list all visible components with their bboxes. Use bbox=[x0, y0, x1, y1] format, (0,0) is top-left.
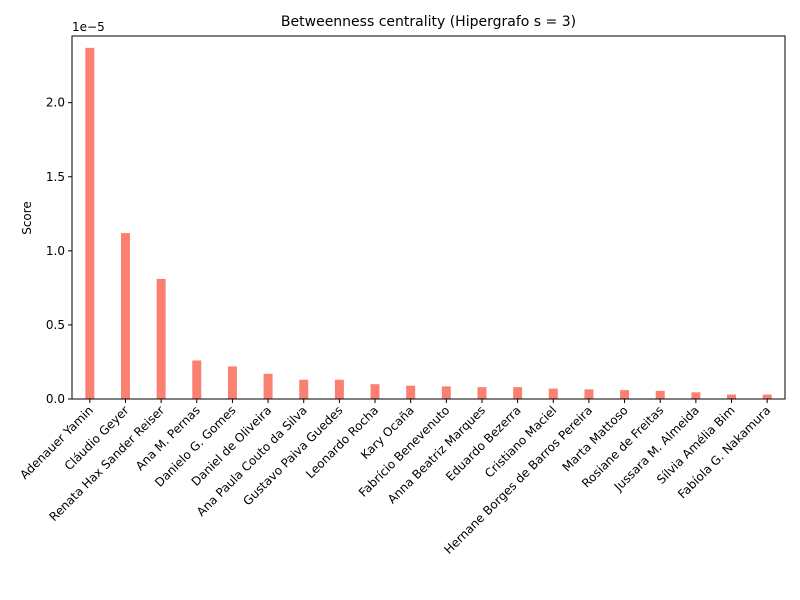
bar bbox=[299, 379, 309, 399]
bar bbox=[477, 387, 487, 399]
bar bbox=[762, 394, 772, 399]
bar bbox=[120, 233, 130, 399]
y-tick-label: 2.0 bbox=[46, 96, 65, 110]
bar bbox=[192, 360, 202, 399]
bar bbox=[655, 390, 665, 399]
bar bbox=[334, 379, 344, 399]
chart-title: Betweenness centrality (Hipergrafo s = 3… bbox=[281, 14, 576, 30]
y-tick-label: 0.5 bbox=[46, 318, 65, 332]
bar bbox=[584, 389, 594, 399]
y-tick-label: 1.5 bbox=[46, 170, 65, 184]
bar bbox=[620, 390, 630, 399]
bar bbox=[691, 392, 701, 399]
bar bbox=[513, 387, 523, 399]
y-axis-label: Score bbox=[20, 201, 34, 235]
y-tick-label: 1.0 bbox=[46, 244, 65, 258]
y-tick-label: 0.0 bbox=[46, 392, 65, 406]
bar bbox=[227, 366, 237, 399]
y-axis-ticks: 0.0 0.5 1.0 1.5 2.0 bbox=[46, 96, 72, 406]
bar bbox=[263, 373, 273, 399]
bar bbox=[156, 278, 166, 399]
bar bbox=[727, 394, 737, 399]
bar bbox=[85, 47, 95, 399]
bars-group bbox=[85, 47, 772, 399]
axis-offset-label: 1e−5 bbox=[72, 20, 105, 34]
plot-area-frame bbox=[71, 35, 786, 400]
bar bbox=[548, 388, 558, 399]
bar bbox=[406, 385, 416, 399]
bar bbox=[370, 384, 380, 399]
bar bbox=[441, 386, 451, 399]
